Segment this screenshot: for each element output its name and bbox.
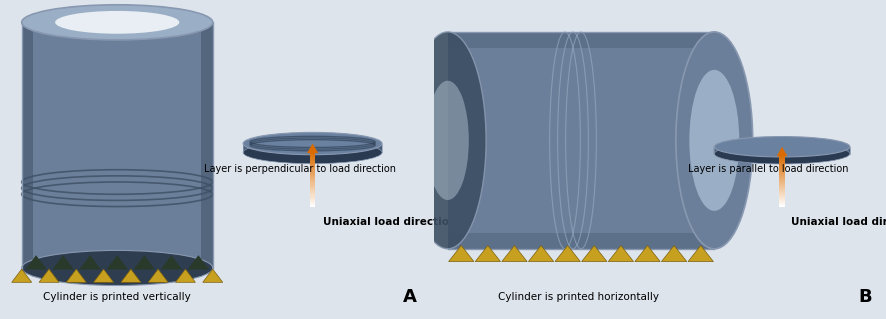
Ellipse shape xyxy=(689,70,739,211)
Ellipse shape xyxy=(243,141,382,164)
Ellipse shape xyxy=(55,11,179,34)
Polygon shape xyxy=(12,269,32,282)
Polygon shape xyxy=(148,269,168,282)
Ellipse shape xyxy=(714,137,850,157)
Polygon shape xyxy=(201,22,213,268)
Ellipse shape xyxy=(243,132,382,155)
Ellipse shape xyxy=(409,32,486,249)
Polygon shape xyxy=(243,144,382,152)
Polygon shape xyxy=(66,269,86,282)
Ellipse shape xyxy=(426,81,469,200)
Text: A: A xyxy=(403,288,416,306)
Polygon shape xyxy=(581,246,607,262)
Polygon shape xyxy=(21,22,33,268)
Text: B: B xyxy=(859,288,873,306)
Text: Cylinder is printed horizontally: Cylinder is printed horizontally xyxy=(498,292,659,302)
Polygon shape xyxy=(447,233,714,249)
Polygon shape xyxy=(203,269,222,282)
Text: Cylinder is printed vertically: Cylinder is printed vertically xyxy=(43,292,191,302)
Polygon shape xyxy=(447,32,714,48)
Polygon shape xyxy=(80,255,101,270)
Polygon shape xyxy=(714,147,850,154)
Ellipse shape xyxy=(676,32,753,249)
Text: Uniaxial load direction: Uniaxial load direction xyxy=(323,217,457,227)
Ellipse shape xyxy=(21,5,213,40)
Polygon shape xyxy=(528,246,554,262)
Ellipse shape xyxy=(714,144,850,164)
Polygon shape xyxy=(447,32,714,249)
Polygon shape xyxy=(94,269,113,282)
Polygon shape xyxy=(160,255,183,270)
Polygon shape xyxy=(175,269,196,282)
Polygon shape xyxy=(635,246,660,262)
Text: Layer is perpendicular to load direction: Layer is perpendicular to load direction xyxy=(204,164,395,174)
Polygon shape xyxy=(134,255,155,270)
Polygon shape xyxy=(609,246,633,262)
Polygon shape xyxy=(106,255,128,270)
Polygon shape xyxy=(475,246,501,262)
Polygon shape xyxy=(21,22,213,268)
Text: Layer is parallel to load direction: Layer is parallel to load direction xyxy=(688,164,849,174)
Polygon shape xyxy=(307,144,318,153)
Polygon shape xyxy=(25,255,47,270)
Polygon shape xyxy=(688,246,713,262)
Ellipse shape xyxy=(21,250,213,286)
Polygon shape xyxy=(52,255,74,270)
Polygon shape xyxy=(39,269,59,282)
Polygon shape xyxy=(448,246,474,262)
Polygon shape xyxy=(662,246,687,262)
Polygon shape xyxy=(188,255,209,270)
Polygon shape xyxy=(777,147,788,156)
Polygon shape xyxy=(120,269,141,282)
Polygon shape xyxy=(501,246,527,262)
Polygon shape xyxy=(555,246,580,262)
Text: Uniaxial load direction: Uniaxial load direction xyxy=(791,217,886,227)
